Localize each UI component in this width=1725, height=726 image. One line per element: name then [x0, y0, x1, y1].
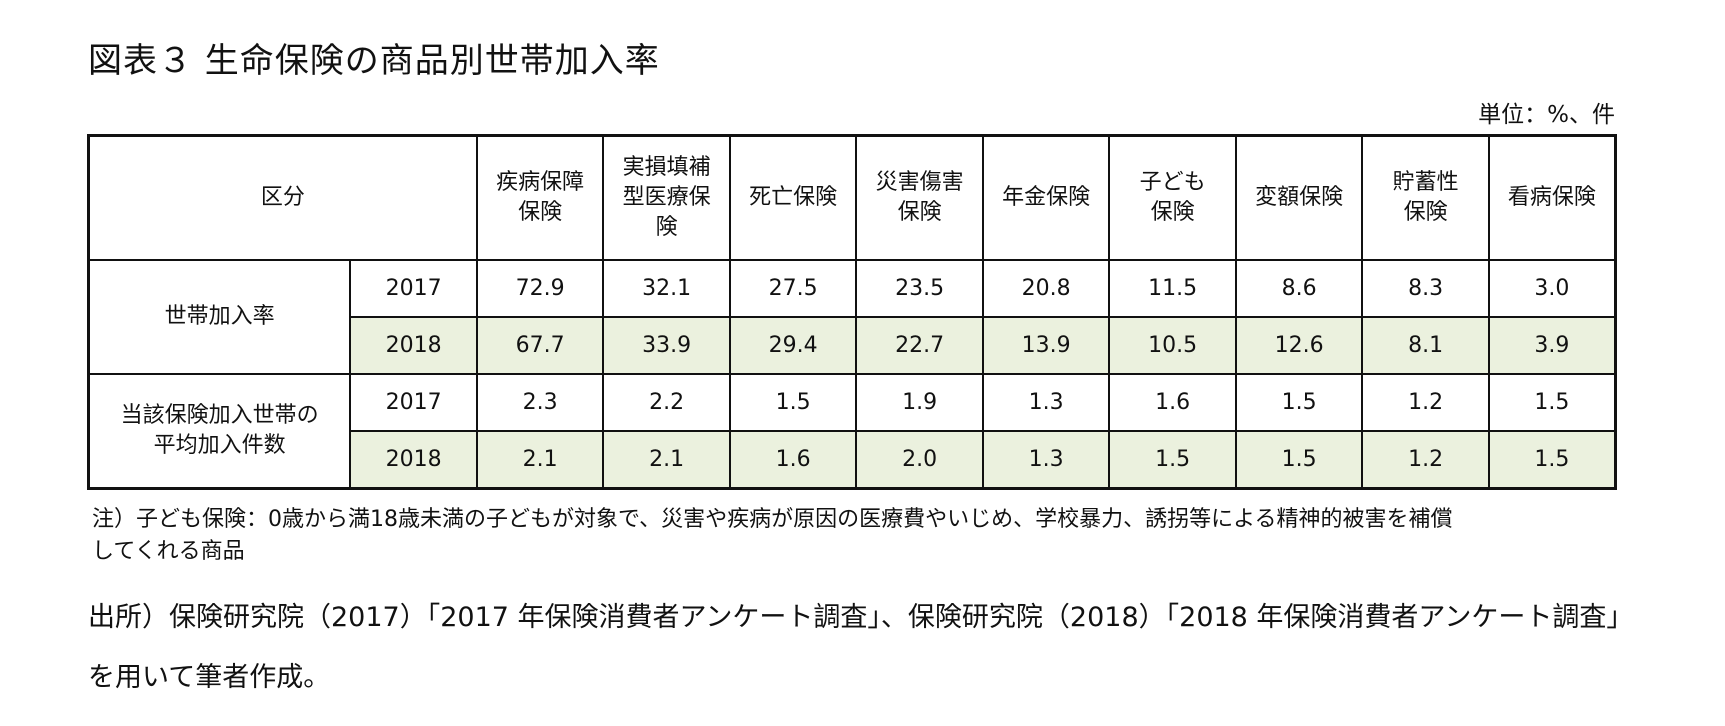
value-cell: 11.5 — [1108, 259, 1237, 318]
value-cell: 8.3 — [1361, 259, 1490, 318]
source-line: を用いて筆者作成。 — [88, 662, 331, 693]
column-header-line: 子ども — [1139, 170, 1206, 195]
column-header-line: 貯蓄性 — [1392, 170, 1459, 195]
value-cell: 2.0 — [855, 430, 984, 490]
value-cell: 13.9 — [981, 316, 1111, 375]
column-header: 変額保険 — [1234, 134, 1364, 261]
value-cell: 23.5 — [855, 259, 984, 318]
value-cell: 20.8 — [981, 259, 1111, 318]
value-cell: 27.5 — [728, 259, 858, 318]
column-header: 災害傷害 保険 — [855, 134, 984, 261]
column-header: 疾病保障 保険 — [475, 134, 605, 261]
value-cell: 22.7 — [855, 316, 984, 375]
value-cell: 1.9 — [855, 373, 984, 432]
value-cell: 2.1 — [602, 430, 731, 490]
row-group-label-line: 平均加入件数 — [153, 433, 286, 458]
value-cell: 12.6 — [1234, 316, 1364, 375]
value-cell: 1.3 — [981, 430, 1111, 490]
table-row: 当該保険加入世帯の 平均加入件数 2017 2.3 2.2 1.5 1.9 1.3 1.6 1.5… — [87, 373, 1617, 490]
column-header-line: 死亡保険 — [749, 185, 838, 210]
column-header-line: 疾病保障 — [496, 170, 585, 195]
column-header-line: 保険 — [897, 200, 942, 225]
row-group-label-line: 当該保険加入世帯の — [120, 403, 319, 428]
column-header: 死亡保険 — [728, 134, 858, 261]
header-row: 区分 疾病保障 保険 実損填補 型医療保険死亡保険 災害傷害 保険 年金保険 子ども 保険 変額保… — [87, 134, 1617, 261]
value-cell: 1.6 — [1108, 373, 1237, 432]
column-header: 実損填補 型医療保険 — [602, 134, 731, 261]
value-cell: 3.9 — [1487, 316, 1617, 375]
value-cell: 8.1 — [1361, 316, 1490, 375]
value-cell: 1.5 — [1108, 430, 1237, 490]
value-cell: 1.2 — [1361, 430, 1490, 490]
value-cell: 29.4 — [728, 316, 858, 375]
source-citation: 出所）保険研究院（2017）「2017 年保険消費者アンケート調査」、保険研究院… — [88, 588, 1688, 708]
column-header: 子ども 保険 — [1108, 134, 1237, 261]
value-cell: 10.5 — [1108, 316, 1237, 375]
value-cell: 1.6 — [728, 430, 858, 490]
column-header-line: 保険 — [518, 200, 563, 225]
note-line: してくれる商品 — [92, 539, 245, 564]
value-cell: 3.0 — [1487, 259, 1617, 318]
value-cell: 1.5 — [1487, 430, 1617, 490]
column-header-line: 型医療保 — [622, 185, 711, 210]
note-line: 注）子ども保険：0歳から満18歳未満の子どもが対象で、災害や疾病が原因の医療費や… — [92, 507, 1453, 532]
column-header: 年金保険 — [981, 134, 1111, 261]
row-group-label: 世帯加入率 — [87, 259, 352, 375]
value-cell: 33.9 — [602, 316, 731, 375]
column-header-line: 災害傷害 — [875, 170, 964, 195]
column-header-line: 保険 — [1150, 200, 1195, 225]
value-cell: 2.3 — [475, 373, 605, 432]
figure-title: 図表３ 生命保険の商品別世帯加入率 — [88, 41, 660, 81]
value-cell: 1.5 — [1234, 373, 1364, 432]
unit-label: 単位：%、件 — [1478, 102, 1615, 128]
insurance-enrollment-table: 区分 疾病保障 保険 実損填補 型医療保険死亡保険 災害傷害 保険 年金保険 子ども 保険 変額保… — [87, 134, 1617, 490]
source-line: 出所）保険研究院（2017）「2017 年保険消費者アンケート調査」、保険研究院… — [88, 602, 1634, 633]
value-cell: 8.6 — [1234, 259, 1364, 318]
value-cell: 32.1 — [602, 259, 731, 318]
value-cell: 72.9 — [475, 259, 605, 318]
table-body: 区分 疾病保障 保険 実損填補 型医療保険死亡保険 災害傷害 保険 年金保険 子ども 保険 変額保… — [87, 134, 1617, 490]
column-header-line: 年金保険 — [1002, 185, 1091, 210]
year-cell: 2018 — [349, 316, 478, 375]
column-header: 貯蓄性 保険 — [1361, 134, 1490, 261]
value-cell: 67.7 — [475, 316, 605, 375]
table-row: 世帯加入率 2017 72.9 32.1 27.5 23.5 20.8 11.5 8.6 8.3 3… — [87, 259, 1617, 375]
column-header: 看病保険 — [1487, 134, 1617, 261]
row-group-label: 当該保険加入世帯の 平均加入件数 — [87, 373, 352, 490]
table-row: 2018 67.7 33.9 29.4 22.7 13.9 10.5 12.6 8.1 3.9 — [89, 316, 1617, 375]
column-header-line: 保険 — [1403, 200, 1448, 225]
row-group-label-line: 世帯加入率 — [164, 304, 275, 329]
year-cell: 2017 — [349, 259, 478, 318]
value-cell: 1.2 — [1361, 373, 1490, 432]
column-header-line: 実損填補 — [622, 155, 711, 180]
column-header-line: 変額保険 — [1255, 185, 1344, 210]
value-cell: 1.5 — [1487, 373, 1617, 432]
value-cell: 1.5 — [1234, 430, 1364, 490]
column-header-line: 険 — [655, 215, 678, 240]
value-cell: 1.5 — [728, 373, 858, 432]
value-cell: 2.2 — [602, 373, 731, 432]
year-cell: 2018 — [349, 430, 478, 490]
corner-header: 区分 — [87, 134, 478, 261]
table-row: 2018 2.1 2.1 1.6 2.0 1.3 1.5 1.5 1.2 1.5 — [89, 430, 1617, 490]
column-header-line: 看病保険 — [1507, 185, 1596, 210]
value-cell: 2.1 — [475, 430, 605, 490]
value-cell: 1.3 — [981, 373, 1111, 432]
year-cell: 2017 — [349, 373, 478, 432]
table-note: 注）子ども保険：0歳から満18歳未満の子どもが対象で、災害や疾病が原因の医療費や… — [92, 504, 1632, 568]
